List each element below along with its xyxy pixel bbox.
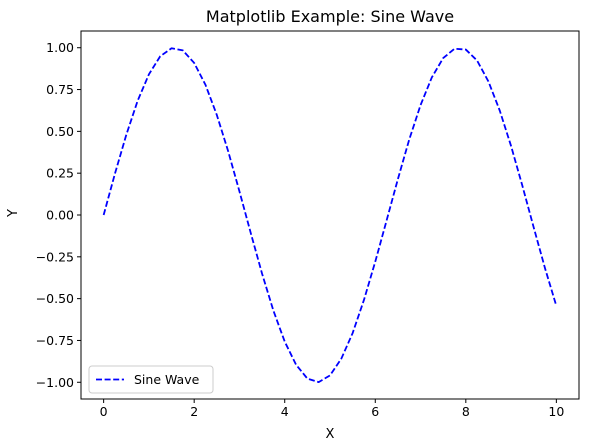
- legend: Sine Wave: [88, 365, 214, 394]
- x-tick-label: 2: [190, 404, 198, 419]
- y-tick-label: 0.50: [46, 124, 74, 139]
- y-tick-label: 0.25: [46, 166, 74, 181]
- x-tick-label: 0: [100, 404, 108, 419]
- series-group: [102, 47, 558, 384]
- x-tick-label: 4: [281, 404, 289, 419]
- y-tick-label: 0.75: [46, 82, 74, 97]
- chart-title: Matplotlib Example: Sine Wave: [206, 7, 454, 26]
- y-axis-label: Y: [6, 209, 21, 218]
- y-tick-label: 1.00: [46, 40, 74, 55]
- y-tick-label: −0.75: [36, 333, 74, 348]
- y-tick-label: 0.00: [46, 208, 74, 223]
- series-line-sine-wave: [102, 47, 558, 384]
- y-tick-label: −0.50: [36, 291, 74, 306]
- plot-area: [80, 30, 580, 400]
- y-axis-ticks: −1.00 −0.75 −0.50 −0.25 0.00 0.25 0.50 0.75 1.00: [36, 40, 81, 390]
- legend-box: [88, 365, 214, 394]
- x-tick-label: 10: [548, 404, 564, 419]
- x-tick-label: 6: [371, 404, 379, 419]
- y-tick-label: −1.00: [36, 375, 74, 390]
- x-axis-label: X: [326, 427, 335, 442]
- x-tick-label: 8: [462, 404, 470, 419]
- y-tick-label: −0.25: [36, 249, 74, 264]
- legend-label-sine-wave: Sine Wave: [134, 372, 200, 387]
- x-axis-ticks: 0 2 4 6 8 10: [100, 399, 564, 419]
